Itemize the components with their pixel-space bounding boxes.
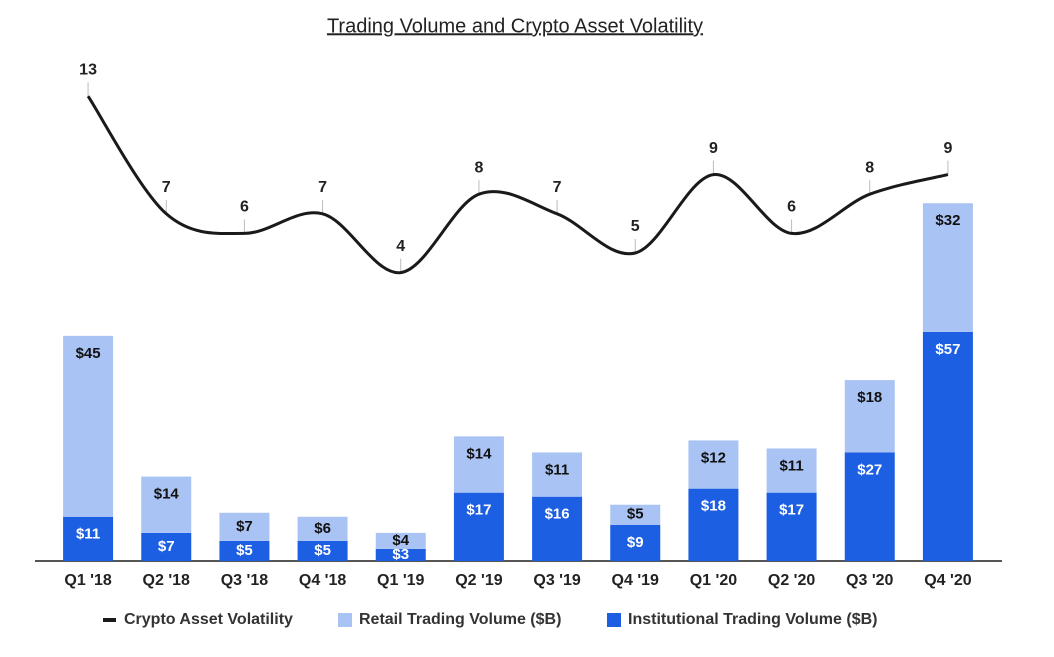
bar-segment — [844, 452, 895, 561]
bar-value-label: $11 — [76, 526, 100, 543]
bar-segment — [688, 488, 739, 561]
chart-title: Trading Volume and Crypto Asset Volatili… — [327, 15, 703, 37]
bar-segment — [610, 524, 661, 561]
bar-segment — [297, 540, 348, 561]
bar-value-label: $11 — [779, 457, 803, 474]
bar-value-label: $17 — [466, 502, 491, 519]
bar-segment — [453, 436, 504, 493]
legend-symbol — [338, 613, 352, 627]
bar-value-label: $7 — [236, 518, 253, 535]
bar-segment — [141, 532, 192, 561]
x-tick-label: Q2 '20 — [768, 572, 815, 589]
bar-segment — [610, 504, 661, 525]
bar-segment — [375, 548, 426, 561]
bar-value-label: $5 — [627, 506, 644, 523]
bar-value-label: $4 — [392, 532, 409, 549]
x-tick-label: Q4 '20 — [924, 572, 971, 589]
x-tick-label: Q3 '20 — [846, 572, 893, 589]
line-value-label: 8 — [474, 159, 483, 176]
x-tick-label: Q3 '18 — [221, 572, 268, 589]
bar-segment — [532, 496, 583, 561]
x-tick-label: Q4 '18 — [299, 572, 346, 589]
bar-value-label: $14 — [466, 445, 492, 462]
line-value-label: 9 — [709, 140, 718, 157]
line-value-label: 7 — [553, 179, 562, 196]
bar-segment — [219, 540, 270, 561]
bar-value-label: $32 — [935, 212, 960, 229]
bar-value-label: $12 — [701, 449, 726, 466]
x-tick-label: Q2 '19 — [455, 572, 502, 589]
bar-value-label: $57 — [935, 341, 960, 358]
bar-segment — [922, 331, 973, 561]
bar-value-label: $5 — [236, 542, 253, 559]
legend-label: Retail Trading Volume ($B) — [359, 611, 561, 628]
bar-value-label: $9 — [627, 534, 644, 551]
bar-segment — [375, 532, 426, 549]
bar-segment — [63, 516, 114, 561]
bar-segment — [219, 512, 270, 541]
line-value-label: 6 — [787, 199, 796, 216]
line-value-label: 5 — [631, 218, 640, 235]
bar-segment — [766, 492, 817, 561]
bar-segment — [532, 452, 583, 497]
bar-value-label: $3 — [392, 546, 409, 563]
volatility-line — [86, 95, 949, 275]
line-value-label: 13 — [79, 61, 97, 78]
x-tick-label: Q2 '18 — [143, 572, 190, 589]
line-value-label: 7 — [318, 179, 327, 196]
bar-value-label: $16 — [545, 506, 570, 523]
line-value-label: 6 — [240, 199, 249, 216]
bar-value-label: $27 — [857, 461, 882, 478]
legend-symbol — [607, 613, 621, 627]
bar-segment — [922, 203, 973, 332]
x-tick-label: Q1 '19 — [377, 572, 424, 589]
bar-segment — [63, 335, 114, 517]
bar-segment — [297, 516, 348, 541]
x-tick-label: Q1 '20 — [690, 572, 737, 589]
bar-value-label: $7 — [158, 538, 175, 555]
bar-segment — [688, 440, 739, 489]
bar-value-label: $18 — [701, 498, 726, 515]
line-value-label: 4 — [396, 238, 405, 255]
x-tick-label: Q4 '19 — [612, 572, 659, 589]
bar-segment — [453, 492, 504, 561]
bar-segment — [141, 476, 192, 533]
bar-value-label: $5 — [314, 542, 331, 559]
legend-label: Crypto Asset Volatility — [124, 611, 293, 628]
bar-value-label: $18 — [857, 389, 882, 406]
line-value-label: 7 — [162, 179, 171, 196]
x-tick-label: Q3 '19 — [533, 572, 580, 589]
bar-value-label: $14 — [154, 486, 180, 503]
bar-value-label: $45 — [76, 345, 101, 362]
bar-segment — [766, 448, 817, 493]
bar-value-label: $11 — [545, 461, 569, 478]
line-value-label: 9 — [943, 140, 952, 157]
line-value-label: 8 — [865, 159, 874, 176]
bar-segment — [844, 380, 895, 453]
bar-value-label: $6 — [314, 520, 331, 537]
x-tick-label: Q1 '18 — [64, 572, 111, 589]
bar-value-label: $17 — [779, 502, 804, 519]
legend-label: Institutional Trading Volume ($B) — [628, 611, 877, 628]
